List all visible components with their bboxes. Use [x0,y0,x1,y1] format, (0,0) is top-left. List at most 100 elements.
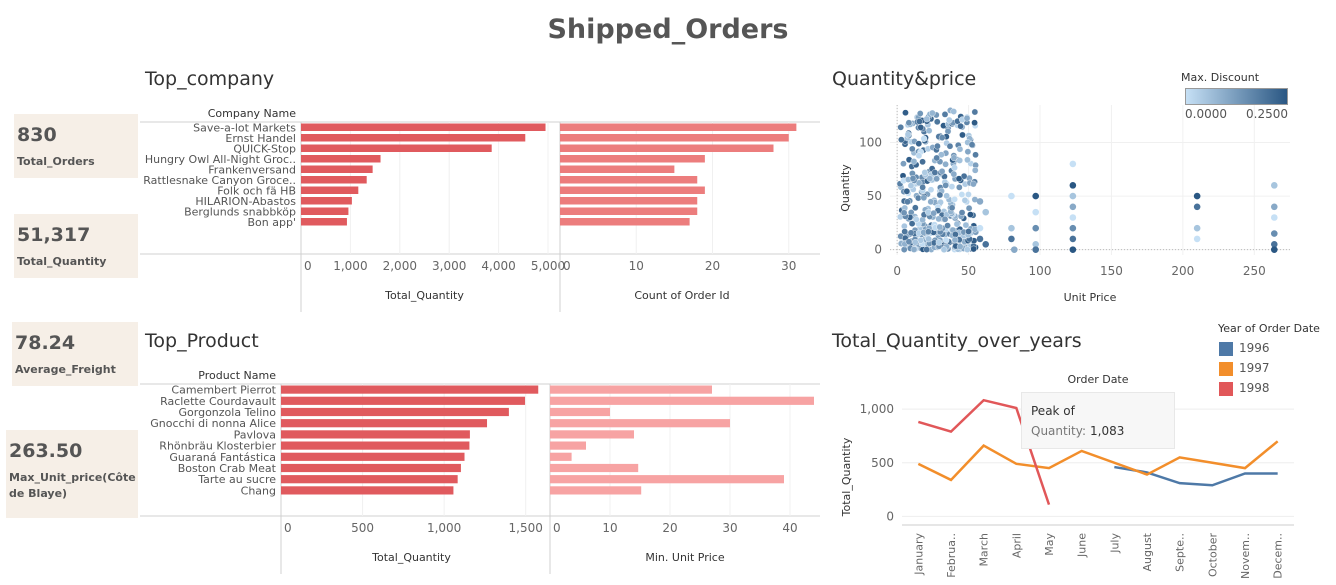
scatter-point [962,221,970,229]
scatter-point [907,229,915,237]
y-tick-label: 500 [871,456,894,470]
scatter-point [970,245,977,253]
scatter-point [900,209,908,217]
bar [560,165,675,173]
kpi-value: 51,317 [17,224,91,246]
x-axis-title: Unit Price [1064,291,1117,304]
bar [550,430,634,439]
tick-label: 2,000 [383,259,417,273]
scatter-point [915,152,923,159]
scatter-point [967,211,974,218]
scatter-point [965,191,972,198]
scatter-point [965,228,972,235]
bar [550,486,642,495]
x-tick-label: 150 [1100,264,1123,278]
tick-label: 5,000 [531,259,565,273]
scatter-point [1270,214,1278,221]
scatter-point [950,170,958,178]
scatter-point [938,151,945,159]
scatter-point [944,222,951,229]
scatter-point [912,216,920,223]
scatter-point [957,122,964,130]
y-tick-label: 50 [867,189,882,203]
legend-label: 1998 [1239,381,1270,395]
y-tick-label: 100 [859,136,882,150]
bar [550,407,610,417]
scatter-point [943,192,950,200]
scatter-point [936,223,944,231]
bar [281,486,454,495]
scatter-point [916,110,924,117]
quantity-years-line-chart: Order Date 0 500 1,000 January Februa.. March A… [840,373,1294,579]
scatter-point [917,124,925,131]
scatter-point [964,156,971,164]
category-label: HILARION-Abastos [195,195,296,208]
tick-label: 4,000 [481,259,515,273]
bar [560,218,690,226]
bar [550,452,572,461]
y-tick-label: 0 [874,243,882,257]
scatter-point [903,188,911,195]
axis-title: Min. Unit Price [645,551,724,564]
scatter-point [964,148,972,155]
x-tick-label: July [1108,533,1121,554]
scatter-point [923,246,930,253]
legend-label: 1997 [1239,361,1270,375]
category-label: Gnocchi di nonna Alice [150,417,276,430]
kpi-label: Total_Orders [17,155,95,168]
discount-max-label: 0.2500 [1246,107,1288,121]
scatter-point [914,194,922,202]
scatter-point [1008,192,1015,200]
scatter-point [1193,224,1201,232]
x-tick-label: March [978,533,991,567]
scatter-point [900,160,907,167]
bar [560,186,705,194]
scatter-point [971,108,979,116]
scatter-point [950,108,957,115]
scatter-point [1069,182,1077,189]
scatter-point [904,131,912,138]
x-tick-label: 0 [893,264,901,278]
scatter-point [919,183,926,191]
discount-min-label: 0.0000 [1185,107,1227,121]
top-company-title: Top_company [145,68,275,90]
scatter-point [1069,235,1077,243]
tooltip-title: Peak of [1031,404,1075,418]
scatter-point [1032,240,1040,248]
scatter-point [970,180,977,188]
x-tick-label: August [1141,532,1154,571]
category-label: QUICK-Stop [233,142,296,155]
tick-label: 0 [553,521,561,535]
bar [301,186,359,194]
scatter-point [931,169,939,176]
scatter-point [961,197,969,204]
axis-title: Total_Quantity [371,551,451,564]
scatter-point [909,175,917,182]
scatter-point [963,246,971,253]
scatter-point [1032,192,1040,200]
scatter-point [951,236,959,244]
scatter-point [941,215,949,223]
quantity-price-scatter: 0 50 100 150 200 250 0 50 100 Unit Price Quantity [839,105,1290,304]
scatter-point [946,142,954,150]
tick-label: 3,000 [432,259,466,273]
scatter-point [933,118,941,126]
kpi-value: 78.24 [15,332,76,354]
qty-price-title: Quantity&price [832,68,977,90]
top-product-title: Top_Product [145,330,259,352]
tick-label: 1,000 [333,259,367,273]
category-label: Berglunds snabbköp [184,205,296,218]
bar [281,396,526,405]
bar [281,419,488,428]
x-tick-label: 250 [1243,264,1266,278]
scatter-point [898,136,905,143]
scatter-point [933,175,940,183]
y-axis-title: Total_Quantity [840,437,853,517]
kpi-value: 263.50 [9,440,83,462]
bar [550,475,784,484]
peak-tooltip: Peak of Quantity: 1,083 [1021,392,1175,449]
axis-title: Total_Quantity [384,289,464,302]
kpi-label: Total_Quantity [17,255,107,268]
tick-label: 30 [781,259,796,273]
